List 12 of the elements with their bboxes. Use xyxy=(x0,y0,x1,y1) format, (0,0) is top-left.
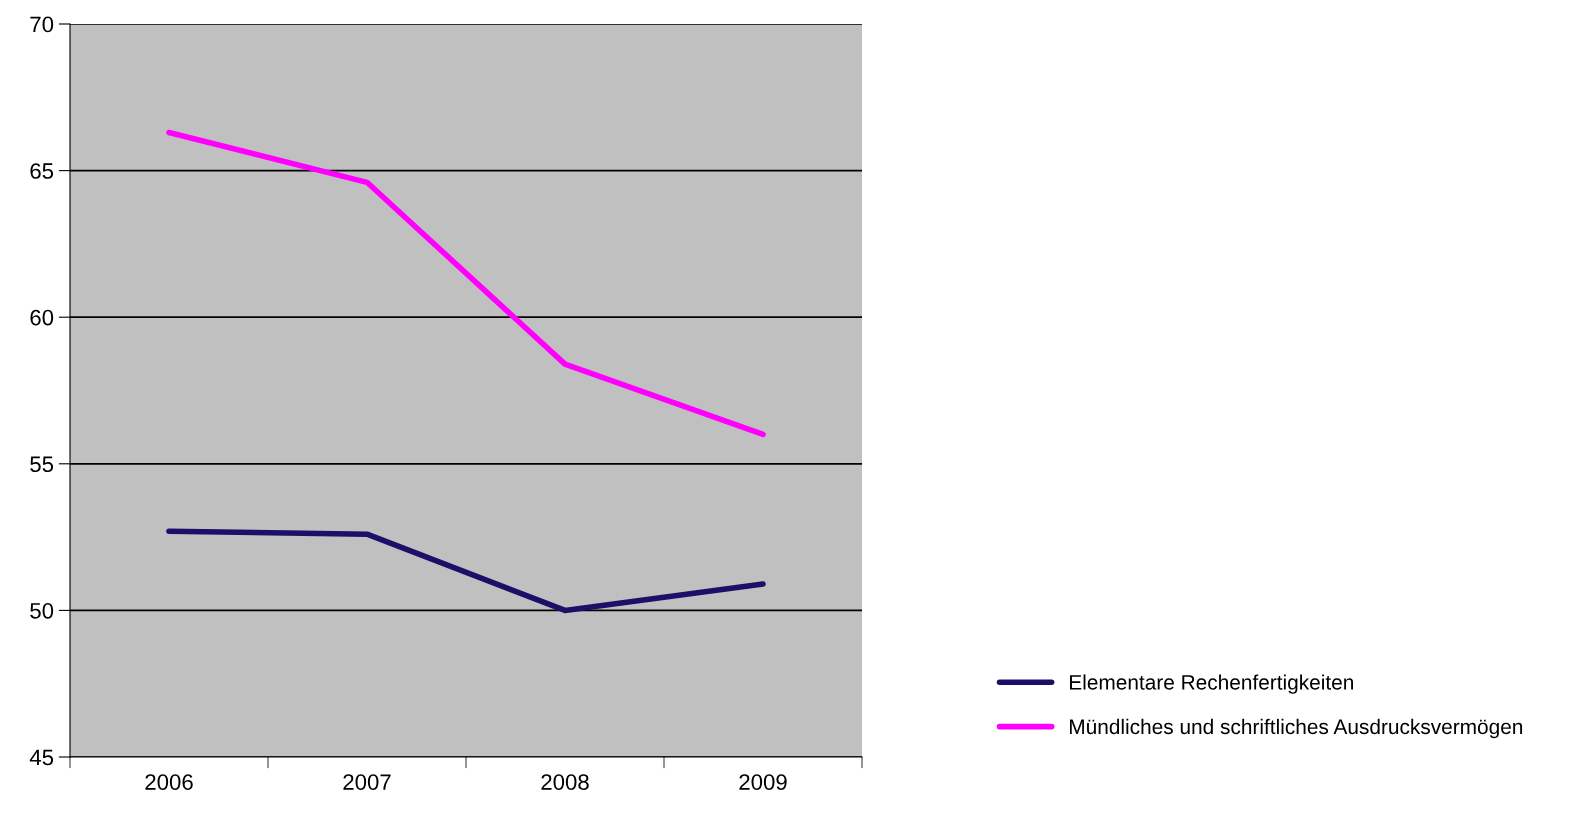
x-tick-label: 2007 xyxy=(343,774,391,790)
y-tick-label: 45 xyxy=(29,749,54,766)
legend-label: Mündliches und schriftliches Ausdrucksvermögen xyxy=(1070,718,1523,739)
y-tick-label: 50 xyxy=(30,602,54,619)
x-tick-label: 2009 xyxy=(739,774,787,790)
legend-label: Elementare Rechenfertigkeiten xyxy=(1070,674,1353,694)
y-tick-label: 70 xyxy=(30,16,54,33)
y-tick-label: 60 xyxy=(30,309,54,326)
x-tick-label: 2008 xyxy=(541,774,589,790)
y-tick-label: 55 xyxy=(30,456,54,473)
y-tick-label: 65 xyxy=(30,163,54,179)
x-tick-label: 2006 xyxy=(145,774,193,790)
